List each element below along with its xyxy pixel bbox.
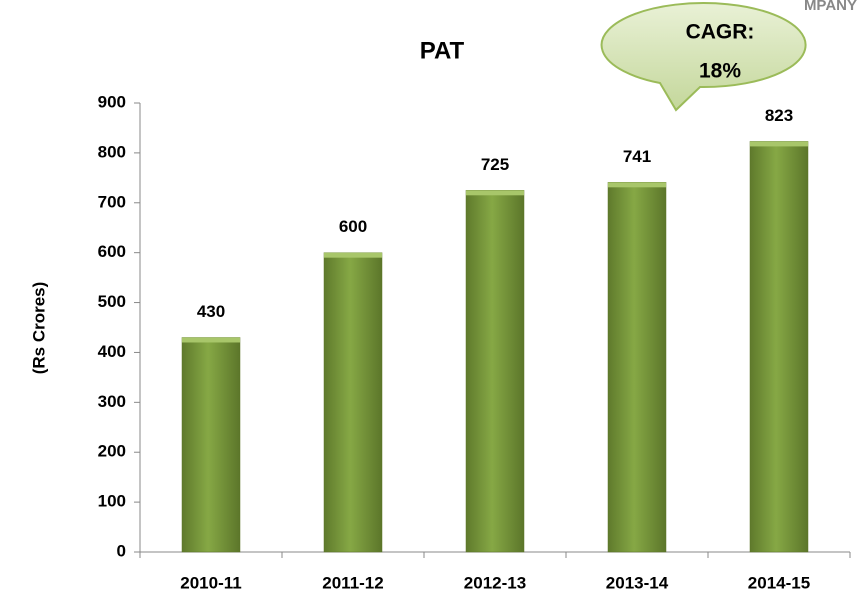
bar <box>181 337 241 553</box>
data-label: 430 <box>197 302 225 321</box>
bar <box>607 182 667 553</box>
y-tick-label: 200 <box>98 442 126 461</box>
y-tick-label: 100 <box>98 492 126 511</box>
x-tick-label: 2014-15 <box>748 573 810 592</box>
chart-title: PAT <box>420 37 465 64</box>
bar-cap <box>608 182 666 188</box>
x-tick-label: 2012-13 <box>464 573 526 592</box>
bar-cap <box>466 190 524 196</box>
y-tick-label: 0 <box>117 541 126 560</box>
callout-line: 18% <box>699 60 741 83</box>
y-tick-label: 700 <box>98 192 126 211</box>
y-tick-label: 600 <box>98 242 126 261</box>
bar-cap <box>182 337 240 343</box>
bar <box>749 141 809 553</box>
bar <box>465 190 525 553</box>
y-tick-label: 500 <box>98 292 126 311</box>
bar-cap <box>324 252 382 258</box>
data-label: 725 <box>481 155 509 174</box>
callout <box>600 2 807 112</box>
y-tick-label: 400 <box>98 342 126 361</box>
x-tick-label: 2011-12 <box>322 573 383 592</box>
y-tick-label: 300 <box>98 392 126 411</box>
y-tick-label: 800 <box>98 142 126 161</box>
data-label: 823 <box>765 106 793 125</box>
callout-line: CAGR: <box>686 21 755 44</box>
bar <box>323 252 383 553</box>
bar-cap <box>750 141 808 147</box>
data-label: 600 <box>339 217 367 236</box>
y-axis-label: (Rs Crores) <box>29 282 48 375</box>
y-tick-label: 900 <box>98 92 126 111</box>
logo-text: MPANY <box>804 0 857 14</box>
x-tick-label: 2013-14 <box>606 573 669 592</box>
data-label: 741 <box>623 147 651 166</box>
x-tick-label: 2010-11 <box>180 573 241 592</box>
